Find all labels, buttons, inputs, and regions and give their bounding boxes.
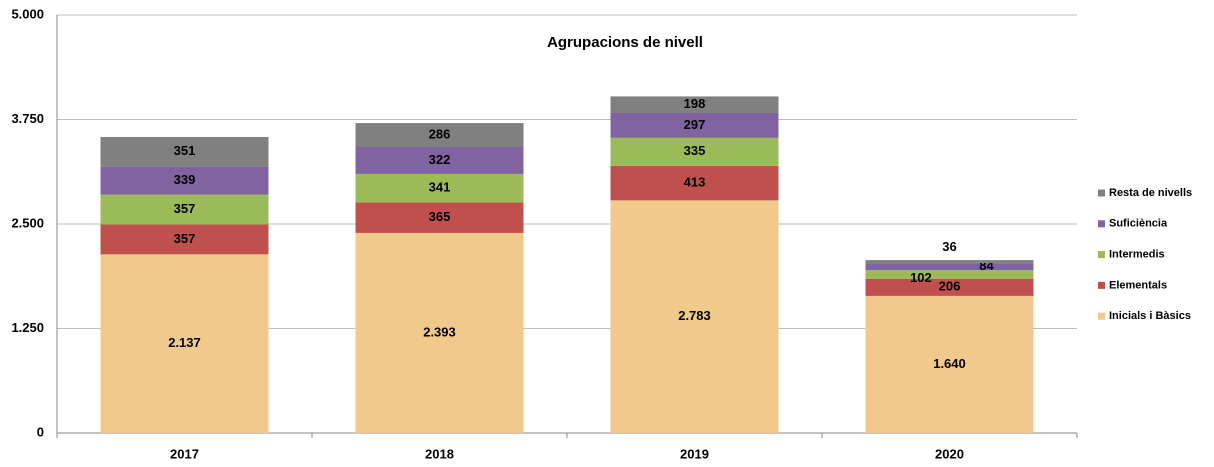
bar-segment — [610, 96, 779, 113]
bar-segment — [865, 295, 1034, 433]
data-label: 335 — [684, 143, 706, 158]
x-tick-label: 2020 — [935, 446, 964, 461]
legend-label: Resta de nivells — [1109, 187, 1192, 199]
data-label: 286 — [429, 126, 451, 141]
data-label: 357 — [174, 231, 196, 246]
x-tick-label: 2017 — [170, 446, 199, 461]
legend-swatch — [1098, 189, 1105, 197]
data-label: 341 — [429, 180, 451, 195]
legend-swatch — [1098, 281, 1105, 289]
bar-segment — [100, 254, 269, 433]
data-label: 36 — [942, 239, 956, 254]
data-label: 1.640 — [933, 356, 966, 371]
bar-segment — [100, 166, 269, 195]
data-label: 2.393 — [423, 324, 456, 339]
legend-label: Intermedis — [1109, 249, 1165, 261]
y-tick-label: 2.500 — [11, 215, 44, 230]
bar-segment — [865, 263, 1034, 271]
legend-label: Inicials i Bàsics — [1109, 310, 1191, 322]
y-tick-label: 5.000 — [11, 6, 44, 21]
bar-segment — [355, 232, 524, 433]
legend-swatch — [1098, 251, 1105, 259]
data-label: 357 — [174, 201, 196, 216]
legend-label: Elementals — [1109, 279, 1167, 291]
data-label: 413 — [684, 175, 706, 190]
bar-segment — [355, 123, 524, 148]
data-label: 297 — [684, 117, 706, 132]
data-label: 198 — [684, 96, 706, 111]
data-label: 339 — [174, 172, 196, 187]
bar-segment — [865, 260, 1034, 264]
bar-segment — [610, 137, 779, 166]
data-label: 2.783 — [678, 308, 711, 323]
bar-segment — [355, 173, 524, 203]
y-tick-label: 1.250 — [11, 320, 44, 335]
data-label: 322 — [429, 152, 451, 167]
legend-swatch — [1098, 220, 1105, 228]
y-tick-label: 3.750 — [11, 111, 44, 126]
bar-segment — [100, 224, 269, 255]
bar-segment — [355, 147, 524, 174]
x-tick-label: 2019 — [680, 446, 709, 461]
legend-label: Suficiència — [1109, 218, 1168, 230]
bar-segment — [610, 165, 779, 201]
data-label: 102 — [910, 270, 932, 285]
bar-segment — [100, 136, 269, 167]
bar-segment — [865, 270, 1034, 279]
bar-segment — [100, 194, 269, 225]
data-label: 351 — [174, 143, 196, 158]
chart-title: Agrupacions de nivell — [547, 34, 703, 51]
bar-segment — [610, 200, 779, 433]
y-tick-label: 0 — [37, 424, 44, 439]
legend-swatch — [1098, 312, 1105, 320]
data-label: 206 — [939, 279, 961, 294]
x-tick-label: 2018 — [425, 446, 454, 461]
bar-segment — [865, 278, 1034, 296]
bar-segment — [355, 202, 524, 233]
bar-segment — [610, 112, 779, 138]
data-label: 2.137 — [168, 335, 201, 350]
data-label: 365 — [429, 209, 451, 224]
